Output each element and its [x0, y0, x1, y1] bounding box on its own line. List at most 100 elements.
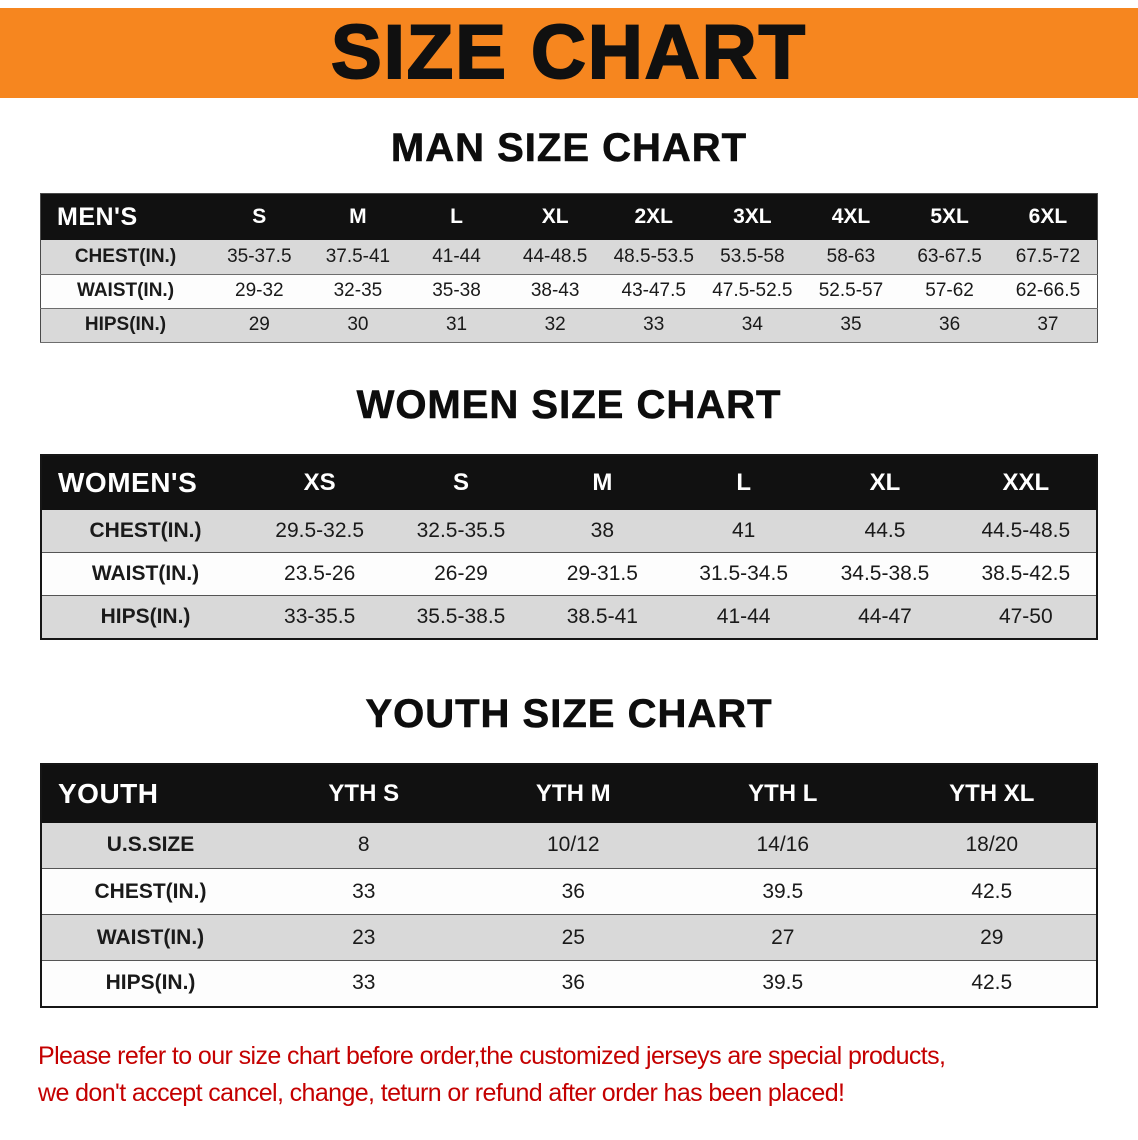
size-cell: 47-50	[998, 604, 1053, 628]
size-cell: 35-37.5	[227, 245, 292, 267]
row-label: CHEST(IN.)	[74, 245, 177, 267]
women-chest-row: CHEST(IN.) 29.5-32.5 32.5-35.5 38 41 44.…	[41, 509, 1097, 553]
size-cell: 36	[561, 879, 585, 903]
youth-size-table: YOUTH YTH S YTH M YTH L YTH XL U.S.SIZE …	[40, 762, 1098, 1008]
women-size-table: WOMEN'S XS S M L XL XXL CHEST(IN.) 29.5-…	[40, 453, 1098, 640]
size-cell: 57-62	[925, 280, 974, 301]
size-column-header: M	[308, 193, 408, 240]
row-label: WAIST(IN.)	[91, 562, 200, 585]
size-cell: 34.5-38.5	[840, 562, 930, 585]
size-cell: 34	[741, 314, 763, 335]
size-cell: 42.5	[971, 971, 1013, 995]
size-cell: 29-32	[235, 280, 284, 301]
size-cell: 42.5	[971, 879, 1013, 903]
size-cell: 44.5	[864, 518, 906, 542]
size-column-header: YTH XL	[887, 763, 1097, 823]
size-cell: 29	[980, 925, 1004, 949]
size-column-header: XL	[814, 454, 956, 510]
size-cell: 38-43	[530, 280, 580, 301]
disclaimer-text: Please refer to our size chart before or…	[38, 1038, 1100, 1113]
size-cell: 26-29	[434, 562, 488, 585]
size-cell: 52.5-57	[818, 280, 884, 301]
men-section-heading: MAN SIZE CHART	[390, 126, 748, 171]
men-size-table: MEN'S S M L XL 2XL 3XL 4XL 5XL 6XL CHEST…	[40, 193, 1098, 343]
size-column-header: 2XL	[604, 193, 704, 240]
size-cell: 41-44	[432, 245, 481, 267]
row-label: CHEST(IN.)	[94, 879, 207, 903]
size-cell: 31	[445, 314, 468, 335]
size-cell: 23	[352, 925, 376, 949]
size-column-header: L	[672, 454, 815, 510]
size-cell: 32	[544, 314, 566, 335]
size-cell: 14/16	[756, 833, 810, 857]
size-cell: 63-67.5	[917, 245, 982, 267]
youth-table-title: YOUTH	[41, 763, 259, 823]
size-cell: 58-63	[826, 245, 876, 267]
men-section: MAN SIZE CHART MEN'S S M L XL 2XL 3XL 4X…	[0, 126, 1138, 343]
size-column-header: YTH M	[468, 763, 678, 823]
size-column-header: M	[531, 454, 673, 510]
size-cell: 8	[357, 833, 370, 857]
youth-waist-row: WAIST(IN.) 23 25 27 29	[41, 914, 1097, 961]
size-cell: 38	[590, 518, 614, 542]
size-cell: 44.5-48.5	[981, 518, 1071, 542]
disclaimer-line: Please refer to our size chart before or…	[38, 1041, 946, 1070]
size-cell: 37	[1037, 314, 1059, 335]
size-column-header: 6XL	[998, 193, 1098, 240]
row-label: HIPS(IN.)	[84, 314, 167, 335]
size-cell: 29-31.5	[566, 562, 638, 585]
size-column-header: 3XL	[703, 193, 802, 240]
size-cell: 39.5	[762, 971, 804, 995]
size-column-header: L	[407, 193, 506, 240]
youth-section-heading: YOUTH SIZE CHART	[365, 691, 773, 736]
men-waist-row: WAIST(IN.) 29-32 32-35 35-38 38-43 43-47…	[40, 274, 1098, 308]
size-cell: 44-48.5	[522, 245, 588, 267]
youth-hips-row: HIPS(IN.) 33 36 39.5 42.5	[41, 960, 1097, 1007]
row-label: CHEST(IN.)	[89, 518, 202, 542]
size-cell: 41-44	[716, 604, 771, 628]
size-column-header: S	[210, 193, 309, 240]
size-cell: 27	[771, 925, 795, 949]
size-cell: 43-47.5	[621, 280, 686, 301]
women-header-row: WOMEN'S XS S M L XL XXL	[41, 454, 1097, 510]
women-hips-row: HIPS(IN.) 33-35.5 35.5-38.5 38.5-41 41-4…	[41, 595, 1097, 639]
men-table-title: MEN'S	[40, 193, 210, 240]
size-cell: 35	[840, 314, 862, 335]
size-cell: 23.5-26	[284, 562, 356, 585]
size-cell: 39.5	[762, 879, 804, 903]
size-cell: 18/20	[965, 833, 1019, 857]
row-label: U.S.SIZE	[106, 833, 195, 857]
size-cell: 32-35	[333, 280, 383, 301]
size-cell: 35-38	[432, 280, 481, 301]
size-column-header: XXL	[955, 454, 1097, 510]
row-label: HIPS(IN.)	[100, 604, 191, 628]
size-cell: 37.5-41	[325, 245, 391, 267]
row-label: HIPS(IN.)	[105, 971, 196, 995]
row-label: WAIST(IN.)	[96, 925, 205, 949]
size-column-header: 5XL	[900, 193, 999, 240]
disclaimer-line: we don't accept cancel, change, teturn o…	[38, 1079, 845, 1107]
youth-ussize-row: U.S.SIZE 8 10/12 14/16 18/20	[41, 822, 1097, 869]
size-cell: 30	[347, 314, 369, 335]
size-cell: 29	[248, 314, 270, 335]
size-chart-page: SIZE CHART MAN SIZE CHART MEN'S S M L XL…	[0, 8, 1138, 1113]
size-cell: 48.5-53.5	[613, 245, 694, 267]
size-cell: 41	[731, 518, 756, 542]
size-cell: 33	[643, 314, 665, 335]
size-cell: 33-35.5	[284, 604, 356, 628]
size-cell: 31.5-34.5	[699, 562, 789, 585]
men-hips-row: HIPS(IN.) 29 30 31 32 33 34 35 36 37	[40, 308, 1098, 342]
size-cell: 38.5-42.5	[981, 562, 1071, 585]
size-cell: 67.5-72	[1015, 245, 1081, 267]
women-table-title: WOMEN'S	[41, 454, 249, 510]
youth-header-row: YOUTH YTH S YTH M YTH L YTH XL	[41, 763, 1097, 823]
row-label: WAIST(IN.)	[76, 280, 175, 301]
size-column-header: XS	[249, 454, 391, 510]
women-section: WOMEN SIZE CHART WOMEN'S XS S M L XL XXL…	[0, 382, 1138, 640]
size-column-header: XL	[505, 193, 605, 240]
size-column-header: 4XL	[801, 193, 901, 240]
size-cell: 36	[561, 971, 585, 995]
size-cell: 44-47	[858, 604, 912, 628]
size-cell: 25	[561, 925, 585, 949]
size-cell: 38.5-41	[566, 604, 638, 628]
